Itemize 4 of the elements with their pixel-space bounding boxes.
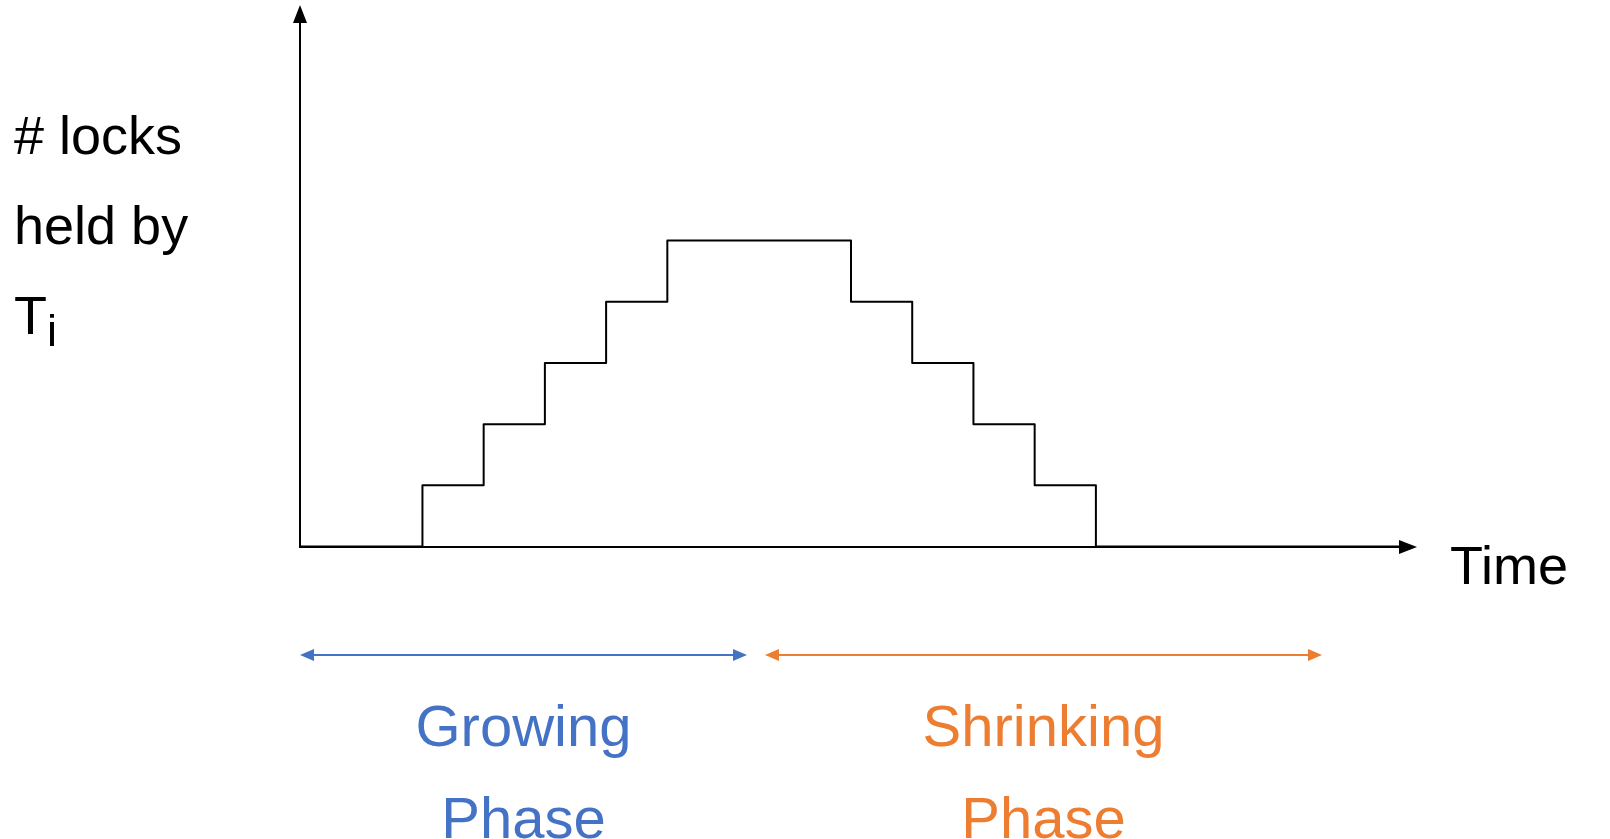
text: Growing Phase <box>414 692 633 839</box>
y-axis-title: # locks held by T$_{i}$ <box>14 104 190 358</box>
x-axis-title: Time <box>1450 534 1568 597</box>
text: Shrinking Phase <box>921 692 1166 839</box>
